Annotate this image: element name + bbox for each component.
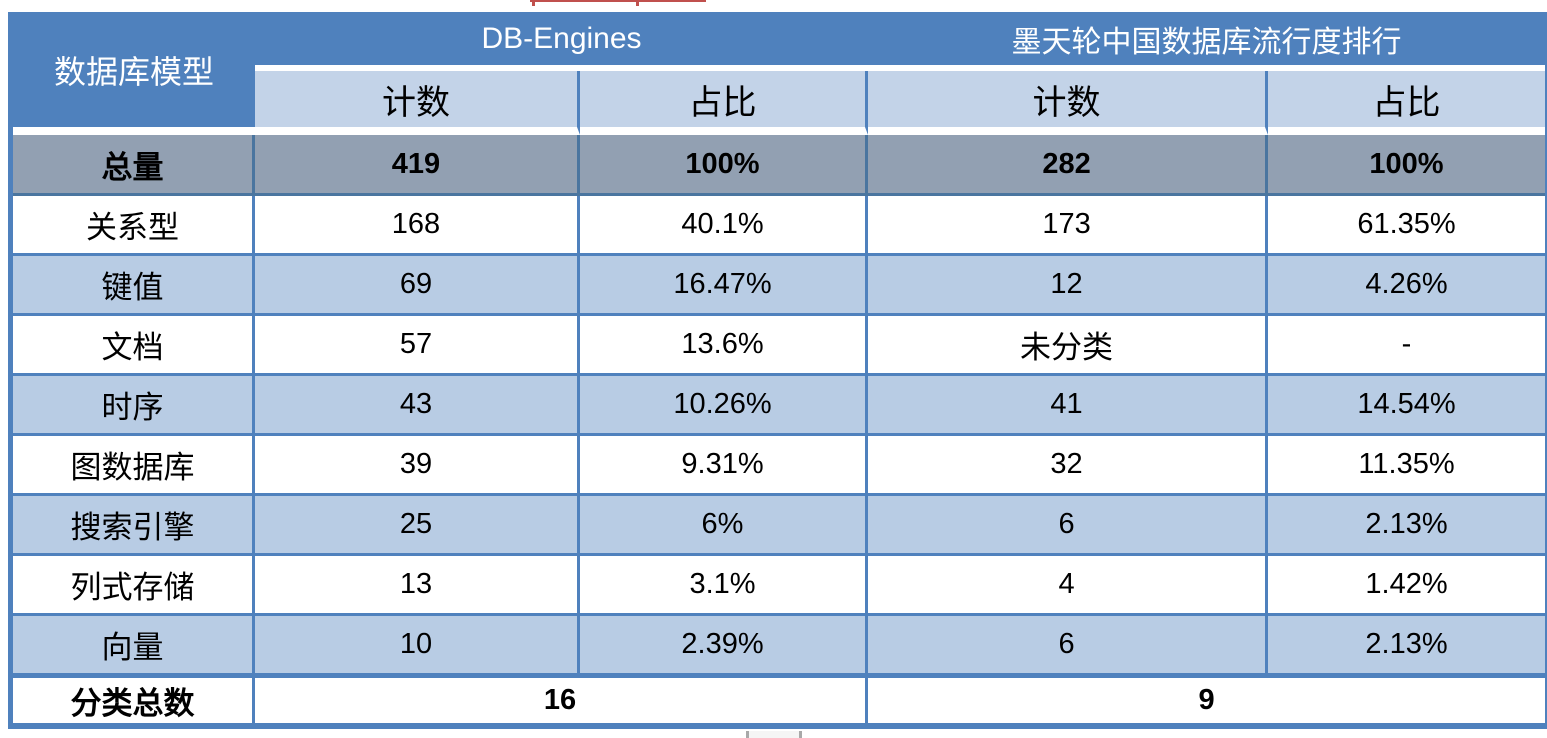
scrollbar-thumb[interactable] (746, 731, 802, 738)
cell-db-percent[interactable]: 13.6% (580, 316, 869, 376)
row-label[interactable]: 文档 (13, 316, 255, 376)
subheader-db-count[interactable]: 计数 (255, 71, 580, 135)
cell-db-percent[interactable]: 9.31% (580, 436, 869, 496)
row-label[interactable]: 总量 (13, 135, 255, 196)
cell-modb-percent[interactable]: 100% (1268, 135, 1546, 196)
column-group-db-engines[interactable]: DB-Engines (255, 12, 869, 71)
data-table: 数据库模型 DB-Engines 墨天轮中国数据库流行度排行 计数 占比 计数 … (13, 12, 1546, 723)
cell-db-count[interactable]: 39 (255, 436, 580, 496)
cell-db-count[interactable]: 25 (255, 496, 580, 556)
cell-db-count[interactable]: 10 (255, 616, 580, 676)
subheader-modb-count[interactable]: 计数 (868, 71, 1269, 135)
cell-modb-count[interactable]: 32 (868, 436, 1269, 496)
table-row: 搜索引擎 25 6% 6 2.13% (13, 496, 1546, 556)
cell-modb-count[interactable]: 4 (868, 556, 1269, 616)
red-annotation-tick (532, 0, 535, 6)
subheader-modb-percent[interactable]: 占比 (1268, 71, 1546, 135)
cell-modb-count[interactable]: 6 (868, 496, 1269, 556)
cell-db-count[interactable]: 13 (255, 556, 580, 616)
table-row: 向量 10 2.39% 6 2.13% (13, 616, 1546, 676)
row-label[interactable]: 搜索引擎 (13, 496, 255, 556)
row-label[interactable]: 关系型 (13, 196, 255, 256)
cell-modb-count[interactable]: 6 (868, 616, 1269, 676)
cell-modb-percent[interactable]: 2.13% (1268, 496, 1546, 556)
cell-db-percent[interactable]: 100% (580, 135, 869, 196)
row-label[interactable]: 分类总数 (13, 676, 255, 723)
row-label[interactable]: 时序 (13, 376, 255, 436)
cell-modb-percent[interactable]: 61.35% (1268, 196, 1546, 256)
cell-db-count[interactable]: 57 (255, 316, 580, 376)
cell-modb-count[interactable]: 12 (868, 256, 1269, 316)
table-row: 文档 57 13.6% 未分类 - (13, 316, 1546, 376)
column-group-modb[interactable]: 墨天轮中国数据库流行度排行 (868, 12, 1546, 71)
table-row: 关系型 168 40.1% 173 61.35% (13, 196, 1546, 256)
cell-db-percent[interactable]: 6% (580, 496, 869, 556)
table-row: 列式存储 13 3.1% 4 1.42% (13, 556, 1546, 616)
cell-modb-count[interactable]: 282 (868, 135, 1269, 196)
cell-db-percent[interactable]: 40.1% (580, 196, 869, 256)
cell-db-count[interactable]: 43 (255, 376, 580, 436)
row-label[interactable]: 图数据库 (13, 436, 255, 496)
red-annotation-fragment (530, 0, 706, 2)
subheader-db-percent[interactable]: 占比 (580, 71, 869, 135)
cell-modb-count[interactable]: 未分类 (868, 316, 1269, 376)
cell-modb-count[interactable]: 173 (868, 196, 1269, 256)
row-label[interactable]: 列式存储 (13, 556, 255, 616)
cell-db-category-total[interactable]: 16 (255, 676, 869, 723)
cell-modb-percent[interactable]: 1.42% (1268, 556, 1546, 616)
table-row: 键值 69 16.47% 12 4.26% (13, 256, 1546, 316)
table-row-category-totals: 分类总数 16 9 (13, 676, 1546, 723)
cell-modb-count[interactable]: 41 (868, 376, 1269, 436)
cell-db-count[interactable]: 69 (255, 256, 580, 316)
cell-modb-percent[interactable]: 14.54% (1268, 376, 1546, 436)
cell-db-percent[interactable]: 3.1% (580, 556, 869, 616)
table-row: 时序 43 10.26% 41 14.54% (13, 376, 1546, 436)
table-row-total: 总量 419 100% 282 100% (13, 135, 1546, 196)
header-sub-row: 计数 占比 计数 占比 (13, 71, 1546, 135)
cell-modb-percent[interactable]: 4.26% (1268, 256, 1546, 316)
row-label[interactable]: 键值 (13, 256, 255, 316)
header-group-row: 数据库模型 DB-Engines 墨天轮中国数据库流行度排行 (13, 12, 1546, 135)
table-row: 图数据库 39 9.31% 32 11.35% (13, 436, 1546, 496)
database-model-comparison-table: 数据库模型 DB-Engines 墨天轮中国数据库流行度排行 计数 占比 计数 … (8, 12, 1547, 729)
row-label[interactable]: 向量 (13, 616, 255, 676)
cell-modb-category-total[interactable]: 9 (868, 676, 1546, 723)
red-annotation-tick (636, 0, 639, 6)
corner-header-cell[interactable]: 数据库模型 (13, 12, 255, 135)
cell-modb-percent[interactable]: - (1268, 316, 1546, 376)
cell-db-count[interactable]: 168 (255, 196, 580, 256)
cell-db-percent[interactable]: 10.26% (580, 376, 869, 436)
cell-db-percent[interactable]: 16.47% (580, 256, 869, 316)
cell-modb-percent[interactable]: 11.35% (1268, 436, 1546, 496)
cell-db-percent[interactable]: 2.39% (580, 616, 869, 676)
cell-db-count[interactable]: 419 (255, 135, 580, 196)
cell-modb-percent[interactable]: 2.13% (1268, 616, 1546, 676)
